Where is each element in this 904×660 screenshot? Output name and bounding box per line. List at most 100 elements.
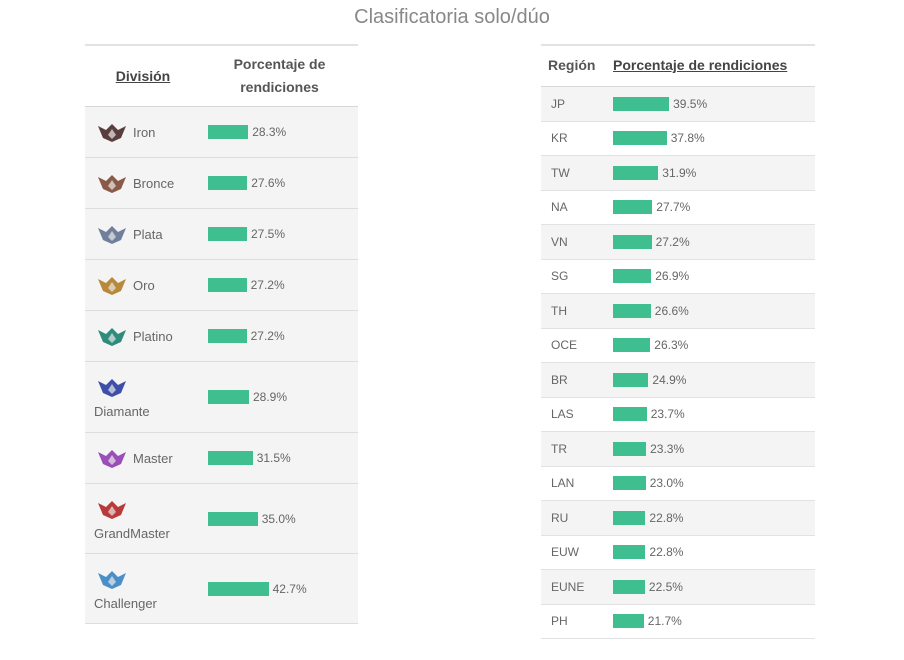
region-row: LAS 23.7% (541, 398, 815, 432)
region-bar (613, 165, 659, 180)
region-name: RU (551, 510, 569, 525)
region-name: LAN (551, 476, 575, 491)
region-name: TR (551, 441, 567, 456)
region-name: TH (551, 303, 567, 318)
region-percent-label: 23.0% (649, 476, 684, 491)
division-row: Oro 27.2% (85, 260, 358, 311)
division-column-header[interactable]: División (115, 68, 171, 84)
region-name: PH (551, 614, 568, 629)
region-row: NA 27.7% (541, 191, 815, 225)
division-percent-label: 27.6% (251, 176, 286, 190)
division-bar-cell: 27.2% (201, 329, 358, 343)
region-bar (613, 234, 652, 249)
division-name: GrandMaster (94, 525, 170, 541)
region-row: EUNE 22.5% (541, 570, 815, 605)
region-percent-label: 31.9% (662, 165, 697, 180)
division-name: Master (133, 450, 173, 466)
region-row: LAN 23.0% (541, 467, 815, 501)
division-row: Bronce 27.6% (85, 158, 358, 209)
division-cell: Master (85, 446, 201, 470)
division-name: Plata (133, 226, 163, 242)
division-bar-cell: 27.5% (201, 227, 358, 241)
region-row: SG 26.9% (541, 260, 815, 294)
division-name: Platino (133, 328, 173, 344)
division-percent-label: 27.2% (250, 329, 285, 343)
region-bar-cell: 27.7% (606, 200, 815, 215)
region-percent-label: 39.5% (673, 96, 708, 111)
region-percent-label: 26.3% (654, 338, 689, 353)
division-bar-cell: 28.9% (201, 390, 358, 404)
platinum-emblem-icon (98, 328, 126, 346)
division-bar-cell: 28.3% (201, 125, 358, 139)
region-bar (613, 510, 646, 525)
region-bar-cell: 39.5% (606, 96, 815, 111)
region-percent-label: 23.7% (650, 407, 685, 422)
region-name: EUW (551, 545, 579, 560)
region-percent-label: 27.7% (656, 200, 691, 215)
bronze-emblem-icon (98, 175, 126, 193)
region-name: TW (551, 165, 570, 180)
region-name: SG (551, 269, 569, 284)
region-table-header: Región Porcentaje de rendiciones (541, 46, 815, 87)
division-row: Challenger 42.7% (85, 554, 358, 624)
region-percent-label: 22.8% (649, 545, 684, 560)
division-percent-column-header[interactable]: Porcentaje de rendiciones (233, 56, 326, 95)
region-name: JP (551, 96, 566, 111)
region-bar (613, 269, 652, 284)
division-name: Bronce (133, 175, 175, 191)
region-row: BR 24.9% (541, 363, 815, 398)
division-name: Diamante (94, 404, 150, 419)
region-bar-cell: 22.8% (606, 545, 815, 560)
division-row: Diamante 28.9% (85, 362, 358, 433)
region-column-header[interactable]: Región (548, 57, 596, 73)
region-row: PH 21.7% (541, 605, 815, 639)
division-cell: GrandMaster (85, 497, 201, 541)
division-percent-label: 35.0% (261, 511, 296, 526)
division-percent-label: 28.9% (253, 390, 288, 404)
region-table: Región Porcentaje de rendiciones JP 39.5%… (541, 44, 815, 639)
region-bar (613, 579, 645, 594)
region-percent-label: 22.5% (648, 579, 683, 594)
region-name: NA (551, 200, 568, 215)
region-bar (613, 303, 651, 318)
division-cell: Diamante (85, 375, 201, 419)
silver-emblem-icon (98, 226, 126, 244)
division-bar-cell: 27.2% (201, 278, 358, 292)
region-row: KR 37.8% (541, 122, 815, 156)
region-name: LAS (551, 407, 574, 422)
division-bar (208, 125, 249, 139)
region-bar-cell: 22.8% (606, 510, 815, 525)
region-row: TW 31.9% (541, 156, 815, 191)
region-row: TR 23.3% (541, 432, 815, 467)
division-bar-cell: 27.6% (201, 176, 358, 190)
region-name: VN (551, 234, 568, 249)
division-bar-cell: 35.0% (201, 511, 358, 526)
region-bar (613, 131, 667, 146)
region-bar-cell: 23.3% (606, 441, 815, 456)
region-bar (613, 441, 647, 456)
division-table-header: División Porcentaje de rendiciones (85, 46, 358, 107)
region-bar (613, 545, 646, 560)
region-percent-label: 23.3% (650, 441, 685, 456)
division-bar (208, 451, 253, 465)
region-name: EUNE (551, 579, 585, 594)
division-bar (208, 227, 247, 241)
region-bar (613, 407, 647, 422)
region-percent-label: 26.6% (654, 303, 689, 318)
division-percent-label: 27.5% (251, 227, 286, 241)
division-name: Oro (133, 277, 155, 293)
division-bar (208, 511, 258, 526)
page-title: Clasificatoria solo/dúo (354, 6, 550, 28)
region-name: KR (551, 131, 568, 146)
region-bar (613, 614, 644, 629)
region-percent-column-header[interactable]: Porcentaje de rendiciones (613, 57, 788, 73)
region-bar (613, 200, 653, 215)
region-bar-cell: 37.8% (606, 131, 815, 146)
division-bar-cell: 31.5% (201, 451, 358, 465)
region-bar-cell: 31.9% (606, 165, 815, 180)
division-percent-label: 31.5% (256, 451, 291, 465)
iron-emblem-icon (98, 124, 126, 142)
region-row: VN 27.2% (541, 225, 815, 260)
region-name: BR (551, 372, 568, 387)
division-table: División Porcentaje de rendiciones Iron 2… (85, 44, 358, 624)
